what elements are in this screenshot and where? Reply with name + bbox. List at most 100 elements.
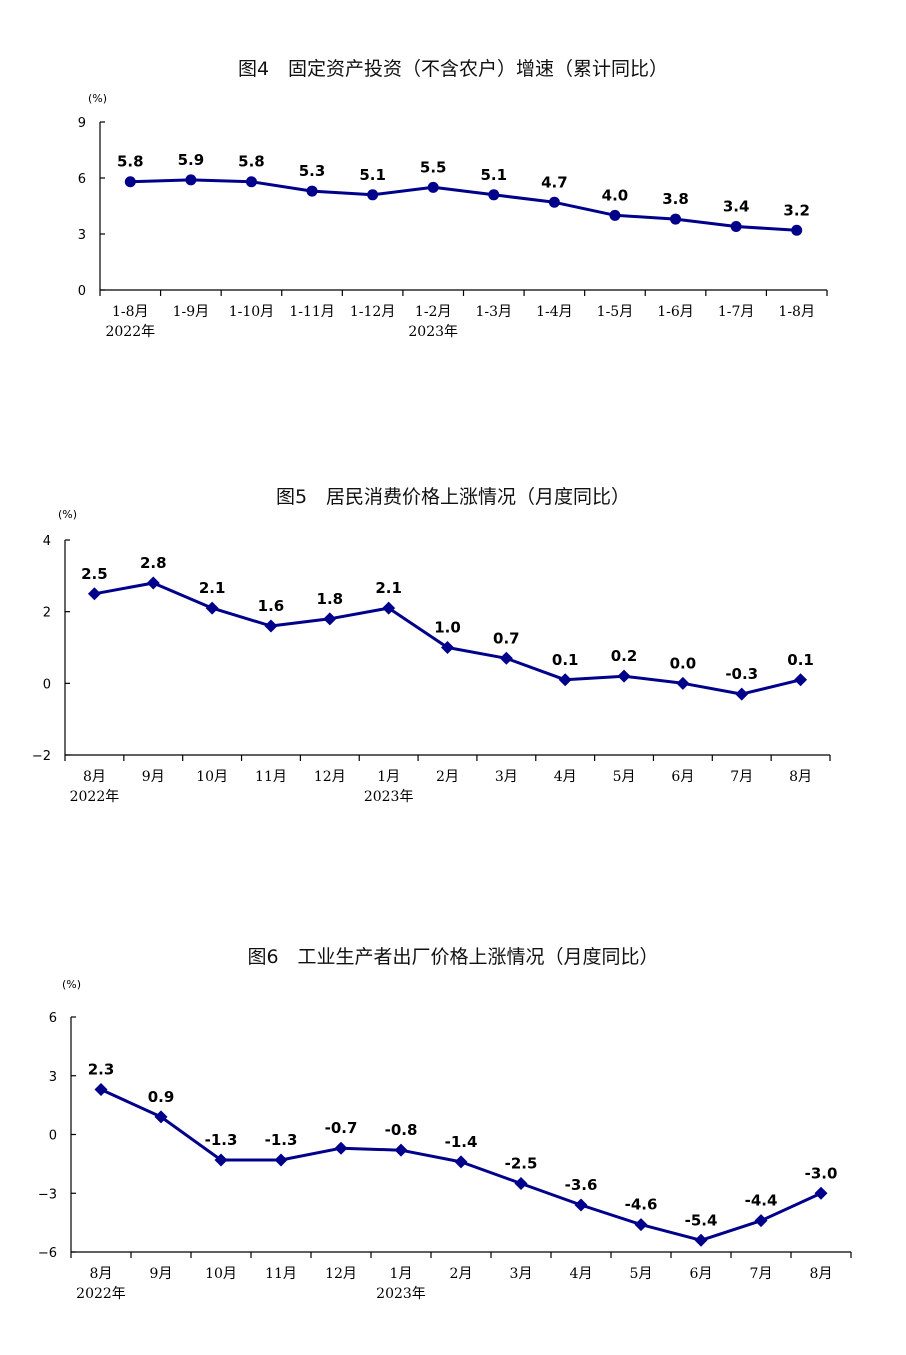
- data-label: -0.8: [385, 1121, 418, 1139]
- x-tick-label: 8月: [83, 769, 106, 785]
- y-tick-label: −3: [38, 1187, 57, 1202]
- x-tick-label: 7月: [730, 769, 753, 785]
- data-label: 0.1: [787, 651, 814, 669]
- data-point: [574, 1198, 588, 1212]
- data-point: [214, 1153, 228, 1167]
- unit-label: (%): [62, 978, 81, 991]
- x-tick-label: 8月: [789, 769, 812, 785]
- data-label: 5.9: [178, 151, 205, 169]
- data-point: [548, 196, 560, 208]
- x-tick-label: 5月: [613, 769, 636, 785]
- data-point: [634, 1218, 648, 1232]
- x-tick-label: 3月: [495, 769, 518, 785]
- data-label: -1.3: [205, 1131, 238, 1149]
- data-point: [264, 619, 278, 633]
- x-tick-label: 1-11月: [289, 304, 334, 320]
- data-point: [274, 1153, 288, 1167]
- data-label: 3.2: [783, 201, 810, 219]
- data-point: [146, 576, 160, 590]
- chart-title: 图4 固定资产投资（不含农户）增速（累计同比）: [237, 58, 669, 80]
- data-label: 3.8: [662, 190, 689, 208]
- data-label: 2.3: [88, 1060, 115, 1078]
- data-label: -0.7: [325, 1119, 358, 1137]
- x-tick-label: 8月: [810, 1266, 833, 1282]
- x-tick-label: 1-12月: [350, 304, 395, 320]
- data-label: 0.7: [493, 629, 520, 647]
- data-label: -1.4: [445, 1133, 478, 1151]
- year-label: 2022年: [76, 1286, 126, 1302]
- x-tick-label: 4月: [554, 769, 577, 785]
- line-chart-cpi: −2 0 2 4 (%) 8月 9月 10月 11月 12月 1月 2月 3月 4月 5月 6月 7月 8月 202…: [32, 508, 831, 805]
- y-tick-label: 9: [78, 116, 86, 131]
- data-label: -4.4: [745, 1192, 778, 1210]
- data-label: -1.3: [265, 1131, 298, 1149]
- x-tick-label: 12月: [325, 1266, 357, 1282]
- data-label: 5.5: [420, 158, 447, 176]
- year-label: 2023年: [408, 324, 458, 340]
- year-label: 2022年: [70, 789, 120, 805]
- data-label: 5.1: [481, 166, 508, 184]
- y-tick-label: 4: [43, 534, 51, 549]
- y-tick-label: 6: [49, 1011, 57, 1026]
- data-point: [617, 669, 631, 683]
- x-tick-label: 2月: [436, 769, 459, 785]
- data-label: 0.1: [552, 651, 579, 669]
- data-point: [735, 687, 749, 701]
- y-tick-label: −2: [32, 749, 51, 764]
- x-tick-label: 5月: [630, 1266, 653, 1282]
- data-point: [394, 1143, 408, 1157]
- x-tick-label: 10月: [196, 769, 228, 785]
- data-point: [514, 1176, 528, 1190]
- data-label: 4.0: [602, 186, 629, 204]
- data-point: [367, 189, 379, 201]
- data-label: 5.8: [238, 153, 265, 171]
- x-tick-label: 1-2月: [415, 304, 452, 320]
- data-point: [558, 673, 572, 687]
- data-point: [306, 185, 318, 197]
- data-label: -5.4: [685, 1211, 718, 1229]
- x-tick-label: 1-5月: [597, 304, 634, 320]
- data-label: 2.8: [140, 554, 167, 572]
- x-tick-label: 1-7月: [718, 304, 755, 320]
- y-tick-label: 0: [43, 677, 51, 692]
- data-label: 4.7: [541, 173, 568, 191]
- data-label: 0.9: [148, 1088, 175, 1106]
- x-tick-label: 1-4月: [536, 304, 573, 320]
- data-label: -3.0: [805, 1164, 838, 1182]
- x-tick-label: 2月: [450, 1266, 473, 1282]
- x-tick-label: 1-6月: [657, 304, 694, 320]
- data-point: [427, 181, 439, 193]
- y-tick-label: −6: [38, 1246, 57, 1261]
- data-point: [87, 587, 101, 601]
- x-tick-label: 7月: [750, 1266, 773, 1282]
- year-label: 2023年: [376, 1286, 426, 1302]
- unit-label: (%): [58, 508, 77, 521]
- data-label: 1.6: [258, 597, 285, 615]
- x-tick-label: 10月: [205, 1266, 237, 1282]
- line-chart-fixed-asset-investment: 0 3 6 9(%) 1-8月 1-9月 1-10月 1-11月 1-12月 1-2月 1-3月 1-…: [78, 92, 828, 340]
- data-label: 1.8: [317, 590, 344, 608]
- x-tick-label: 8月: [90, 1266, 113, 1282]
- data-point: [94, 1082, 108, 1096]
- data-point: [323, 612, 337, 626]
- data-label: 0.2: [611, 647, 638, 665]
- data-point: [441, 641, 454, 654]
- y-tick-label: 2: [43, 606, 51, 621]
- data-label: -2.5: [505, 1154, 538, 1172]
- data-label: -3.6: [565, 1176, 598, 1194]
- chart-title: 图5 居民消费价格上涨情况（月度同比）: [275, 486, 631, 508]
- x-tick-label: 11月: [265, 1266, 297, 1282]
- x-tick-label: 1-10月: [229, 304, 274, 320]
- data-label: 5.1: [359, 166, 386, 184]
- line-chart-ppi: −6 −3 0 3 6 (%) 8月 9月 10月 11月 12月 1月 2月 3月 4月 5月 6月 7月 8月 2…: [38, 978, 852, 1302]
- data-label: -4.6: [625, 1196, 658, 1214]
- chart-title: 图6 工业生产者出厂价格上涨情况（月度同比）: [247, 946, 659, 968]
- x-tick-label: 1月: [390, 1266, 413, 1282]
- data-point: [730, 221, 742, 233]
- data-point: [670, 213, 682, 225]
- x-tick-label: 1-8月: [778, 304, 815, 320]
- x-tick-label: 12月: [314, 769, 346, 785]
- data-label: 5.3: [299, 162, 326, 180]
- data-label: 3.4: [723, 198, 750, 216]
- y-tick-label: 0: [49, 1129, 57, 1144]
